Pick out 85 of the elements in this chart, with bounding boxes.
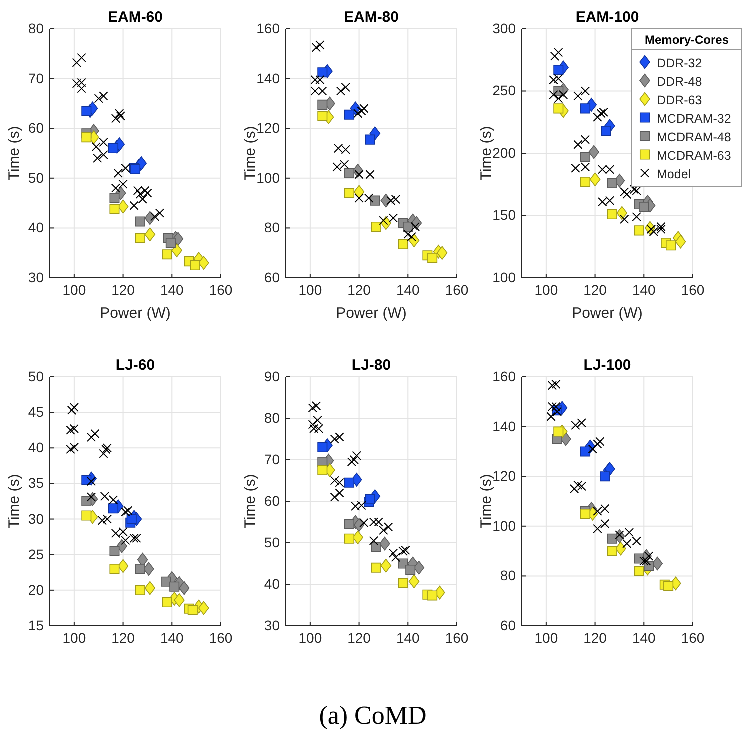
y-tick-label: 25: [28, 546, 44, 562]
x-axis-title: Power (W): [100, 305, 171, 322]
y-tick-label: 60: [264, 492, 280, 509]
y-tick-label: 250: [492, 82, 516, 99]
y-tick-label: 60: [500, 617, 516, 634]
legend-label: DDR-63: [657, 93, 702, 108]
legend-label: Model: [657, 167, 692, 182]
y-axis-title: Time (s): [242, 474, 259, 529]
x-tick-label: 120: [348, 630, 372, 646]
x-tick-label: 120: [112, 282, 136, 298]
y-tick-label: 80: [500, 568, 516, 584]
y-tick-label: 60: [28, 120, 44, 136]
y-tick-label: 45: [28, 404, 44, 420]
x-tick-label: 160: [209, 282, 233, 298]
y-tick-label: 40: [28, 440, 44, 456]
x-tick-label: 100: [298, 630, 322, 646]
chart-title: LJ-80: [352, 357, 392, 374]
x-tick-label: 160: [445, 282, 469, 298]
y-tick-label: 30: [28, 269, 44, 286]
x-tick-label: 140: [396, 282, 420, 298]
y-tick-label: 35: [28, 475, 44, 492]
y-tick-label: 20: [28, 582, 44, 598]
y-axis-title: Time (s): [478, 474, 495, 529]
y-axis-title: Time (s): [242, 126, 259, 181]
legend-title: Memory-Cores: [644, 33, 730, 47]
y-tick-label: 120: [256, 120, 280, 136]
legend-label: DDR-48: [657, 74, 702, 89]
chart-title: EAM-80: [344, 9, 400, 26]
x-tick-label: 100: [298, 282, 322, 298]
y-tick-label: 80: [28, 20, 44, 36]
x-tick-label: 120: [112, 630, 136, 646]
y-tick-label: 160: [256, 20, 280, 36]
x-tick-label: 140: [160, 630, 184, 646]
y-tick-label: 50: [28, 170, 44, 186]
y-tick-label: 100: [492, 518, 516, 534]
x-tick-label: 160: [681, 630, 705, 646]
chart-title: LJ-100: [584, 357, 632, 374]
x-tick-label: 140: [396, 630, 420, 646]
x-tick-label: 160: [681, 282, 705, 298]
y-tick-label: 30: [28, 510, 44, 527]
y-tick-label: 40: [264, 576, 280, 592]
y-tick-label: 50: [28, 368, 44, 384]
x-tick-label: 140: [632, 630, 656, 646]
y-tick-label: 30: [264, 617, 280, 634]
y-tick-label: 120: [492, 468, 516, 484]
y-tick-label: 100: [256, 170, 280, 186]
y-tick-label: 140: [492, 418, 516, 434]
legend-label: MCDRAM-32: [657, 112, 732, 126]
y-tick-label: 70: [264, 451, 280, 468]
y-tick-label: 50: [264, 534, 280, 550]
x-tick-label: 140: [160, 282, 184, 298]
legend-label: MCDRAM-48: [657, 130, 732, 144]
y-axis-title: Time (s): [6, 474, 23, 529]
y-tick-label: 160: [492, 368, 516, 384]
y-tick-label: 140: [256, 70, 280, 86]
y-tick-label: 150: [492, 207, 516, 224]
y-tick-label: 70: [28, 70, 44, 86]
text: (a) CoMD: [319, 701, 427, 730]
x-tick-label: 100: [534, 630, 558, 646]
chart-title: EAM-60: [108, 9, 164, 26]
x-tick-label: 160: [445, 630, 469, 646]
y-tick-label: 40: [28, 220, 44, 236]
y-tick-label: 100: [492, 269, 516, 286]
y-tick-label: 80: [264, 410, 280, 426]
x-tick-label: 120: [584, 282, 608, 298]
x-tick-label: 100: [62, 630, 86, 646]
y-tick-label: 200: [492, 144, 516, 161]
legend-label: MCDRAM-63: [657, 148, 732, 163]
chart-title: LJ-60: [116, 357, 156, 374]
x-axis-title: Power (W): [336, 305, 407, 322]
x-tick-label: 100: [534, 282, 558, 298]
x-axis-title: Power (W): [572, 305, 643, 322]
y-axis-title: Time (s): [6, 126, 23, 181]
x-tick-label: 120: [584, 630, 608, 646]
y-tick-label: 90: [264, 368, 280, 384]
x-tick-label: 120: [348, 282, 372, 298]
chart-title: EAM-100: [576, 9, 640, 26]
x-tick-label: 140: [632, 282, 656, 298]
y-tick-label: 80: [264, 220, 280, 236]
y-tick-label: 15: [28, 617, 44, 634]
y-tick-label: 300: [492, 20, 516, 36]
y-tick-label: 60: [264, 269, 280, 286]
x-tick-label: 160: [209, 630, 233, 646]
x-tick-label: 100: [62, 282, 86, 298]
legend-label: DDR-32: [657, 56, 702, 70]
